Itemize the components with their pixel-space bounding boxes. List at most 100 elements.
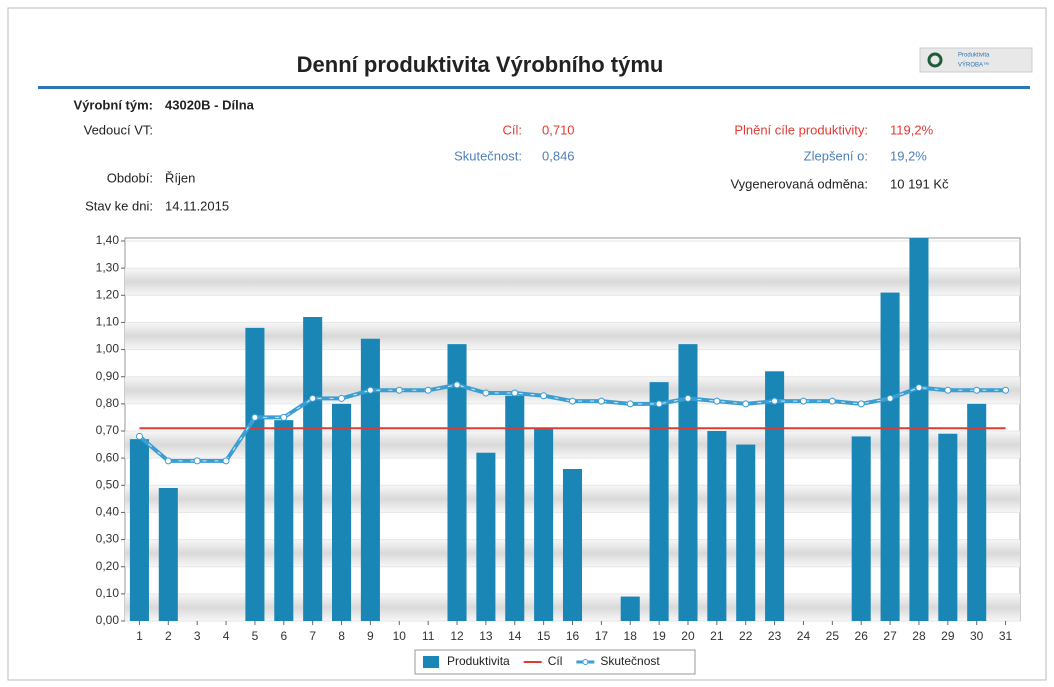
value: Říjen	[165, 170, 195, 185]
info: Výrobní tým: 43020B - Dílna Vedoucí VT: …	[74, 97, 950, 213]
point	[886, 394, 894, 402]
point	[973, 386, 981, 394]
point	[424, 386, 432, 394]
x-tick-label: 4	[223, 629, 230, 643]
point	[338, 394, 346, 402]
bar	[562, 469, 583, 621]
point	[395, 386, 403, 394]
point	[164, 457, 172, 465]
point	[511, 389, 519, 397]
y-tick-label: 1,10	[96, 315, 120, 329]
bar	[967, 403, 987, 621]
logo-text: VÝROBA™	[958, 62, 989, 69]
point	[771, 397, 779, 405]
y-tick-label: 0,20	[96, 559, 120, 573]
value: 119,2%	[890, 122, 934, 137]
x-tick-label: 17	[595, 629, 609, 643]
x-tick-label: 10	[393, 629, 407, 643]
x-tick-label: 31	[999, 629, 1013, 643]
legend-swatch	[423, 656, 439, 668]
bar	[620, 596, 640, 621]
x-tick-label: 29	[941, 629, 955, 643]
y-tick-label: 1,00	[96, 342, 120, 356]
point	[453, 381, 461, 389]
y-tick-label: 0,10	[96, 586, 120, 600]
bar	[274, 420, 294, 621]
label: Vedoucí VT:	[84, 122, 153, 137]
title: Denní produktivita Výrobního týmu	[297, 52, 664, 77]
legend-swatch	[582, 659, 589, 665]
x-tick-label: 27	[883, 629, 897, 643]
label: Výrobní tým:	[74, 97, 153, 112]
legend-label: Skutečnost	[600, 654, 660, 668]
bar	[245, 327, 265, 621]
x-tick-label: 12	[450, 629, 464, 643]
label: Období:	[107, 170, 153, 185]
y-tick-label: 0,40	[96, 505, 120, 519]
value: 14.11.2015	[165, 198, 229, 213]
bar	[736, 444, 756, 621]
bar	[851, 436, 871, 621]
point	[193, 457, 201, 465]
bar	[447, 344, 467, 621]
x-tick-label: 13	[479, 629, 493, 643]
rule	[38, 86, 1030, 89]
y-tick-label: 1,20	[96, 287, 120, 301]
bar	[909, 238, 929, 622]
legend-box	[414, 649, 696, 675]
x-tick-label: 6	[280, 629, 287, 643]
x-tick-label: 5	[252, 629, 259, 643]
label: Cíl:	[503, 122, 523, 137]
x-tick-label: 23	[768, 629, 782, 643]
point	[366, 386, 374, 394]
legend: Produktivita Cíl Skutečnost	[414, 649, 696, 675]
bar	[332, 403, 352, 621]
point	[944, 386, 952, 394]
point	[482, 389, 490, 397]
x-tick-label: 18	[624, 629, 638, 643]
legend-label: Cíl	[548, 654, 563, 668]
bar	[678, 344, 698, 621]
value: 10 191 Kč	[890, 176, 949, 191]
y-tick-label: 0,80	[96, 396, 120, 410]
point	[135, 432, 143, 440]
bar	[938, 433, 958, 621]
y-tick-label: 0,50	[96, 477, 120, 491]
bar	[360, 338, 380, 621]
x-tick-label: 25	[826, 629, 840, 643]
point	[1002, 386, 1010, 394]
logo: Produktivita VÝROBA™	[919, 47, 1033, 73]
point	[799, 397, 807, 405]
x-tick-label: 30	[970, 629, 984, 643]
x-tick-label: 14	[508, 629, 522, 643]
x-tick-label: 19	[652, 629, 666, 643]
value: 19,2%	[890, 148, 927, 163]
label: Stav ke dni:	[85, 198, 153, 213]
bar	[303, 317, 323, 621]
bar	[158, 488, 178, 621]
x-tick-label: 24	[797, 629, 811, 643]
bar	[880, 292, 900, 621]
x-tick-label: 20	[681, 629, 695, 643]
x-tick-label: 28	[912, 629, 926, 643]
x-tick-label: 1	[136, 629, 143, 643]
logo-icon	[927, 52, 943, 68]
value: 0,710	[542, 122, 575, 137]
logo-box	[919, 47, 1033, 73]
x-tick-label: 26	[855, 629, 869, 643]
bar	[707, 431, 727, 621]
y-tick-label: 0,90	[96, 369, 120, 383]
x-tick-label: 15	[537, 629, 551, 643]
y-tick-label: 0,70	[96, 423, 120, 437]
point	[655, 400, 663, 408]
y-tick-label: 0,00	[96, 613, 120, 627]
label: Skutečnost:	[454, 148, 522, 163]
bar	[129, 439, 149, 621]
grid-band	[125, 268, 1020, 296]
value: 43020B - Dílna	[165, 97, 255, 112]
logo-text: Produktivita	[958, 53, 990, 59]
bar	[505, 395, 525, 621]
point	[569, 397, 576, 405]
x-tick-label: 16	[566, 629, 580, 643]
bar	[649, 382, 669, 621]
